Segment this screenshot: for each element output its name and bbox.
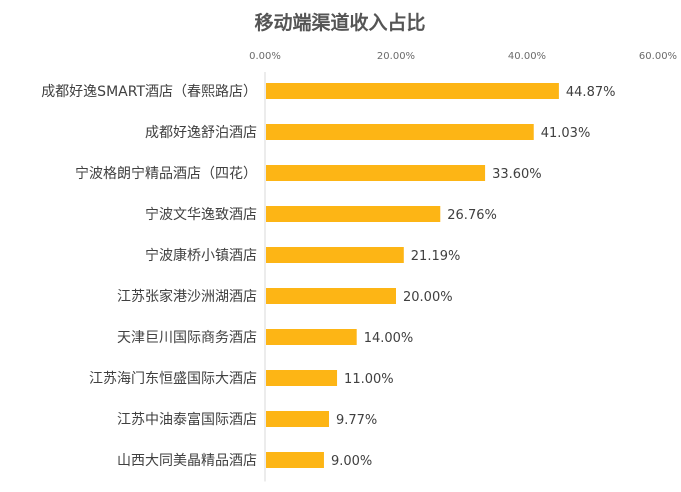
value-label: 9.77%	[336, 413, 377, 428]
value-label: 11.00%	[344, 372, 394, 387]
value-label: 44.87%	[566, 85, 616, 100]
bar	[266, 206, 441, 222]
value-label: 14.00%	[364, 331, 414, 346]
bar	[266, 247, 404, 263]
category-label: 成都好逸舒泊酒店	[145, 125, 257, 141]
category-label: 宁波文华逸致酒店	[145, 206, 257, 223]
value-label: 9.00%	[331, 454, 372, 469]
value-label: 41.03%	[541, 126, 591, 141]
value-labels: 44.87% 41.03% 33.60% 26.76% 21.19% 20.00% 14.0…	[331, 85, 616, 469]
x-tick-label: 40.00%	[508, 51, 546, 62]
x-tick-label: 60.00%	[639, 51, 677, 62]
x-tick-label: 0.00%	[249, 51, 281, 62]
x-tick-label: 20.00%	[377, 51, 415, 62]
chart-title: 移动端渠道收入占比	[254, 11, 425, 34]
bar	[266, 452, 324, 468]
category-label: 宁波康桥小镇酒店	[145, 247, 257, 264]
value-label: 33.60%	[492, 167, 542, 182]
bars	[266, 83, 559, 468]
bar	[266, 329, 357, 345]
value-label: 20.00%	[403, 290, 453, 305]
category-label: 成都好逸SMART酒店（春熙路店）	[41, 84, 257, 100]
category-label: 江苏张家港沙洲湖酒店	[117, 288, 257, 305]
value-label: 26.76%	[447, 208, 497, 223]
category-label: 江苏中油泰富国际酒店	[117, 411, 257, 428]
category-label: 江苏海门东恒盛国际大酒店	[89, 371, 257, 387]
bar	[266, 288, 396, 304]
category-label: 天津巨川国际商务酒店	[117, 330, 257, 346]
value-label: 21.19%	[411, 249, 461, 264]
bar	[266, 411, 329, 427]
bar	[266, 124, 534, 140]
bar	[266, 83, 559, 99]
bar	[266, 370, 338, 386]
category-label: 宁波格朗宁精品酒店（四花）	[75, 165, 257, 182]
x-axis-ticks: 0.00% 20.00% 40.00% 60.00%	[249, 51, 677, 62]
category-label: 山西大同美晶精品酒店	[117, 453, 257, 469]
bar	[266, 165, 486, 181]
